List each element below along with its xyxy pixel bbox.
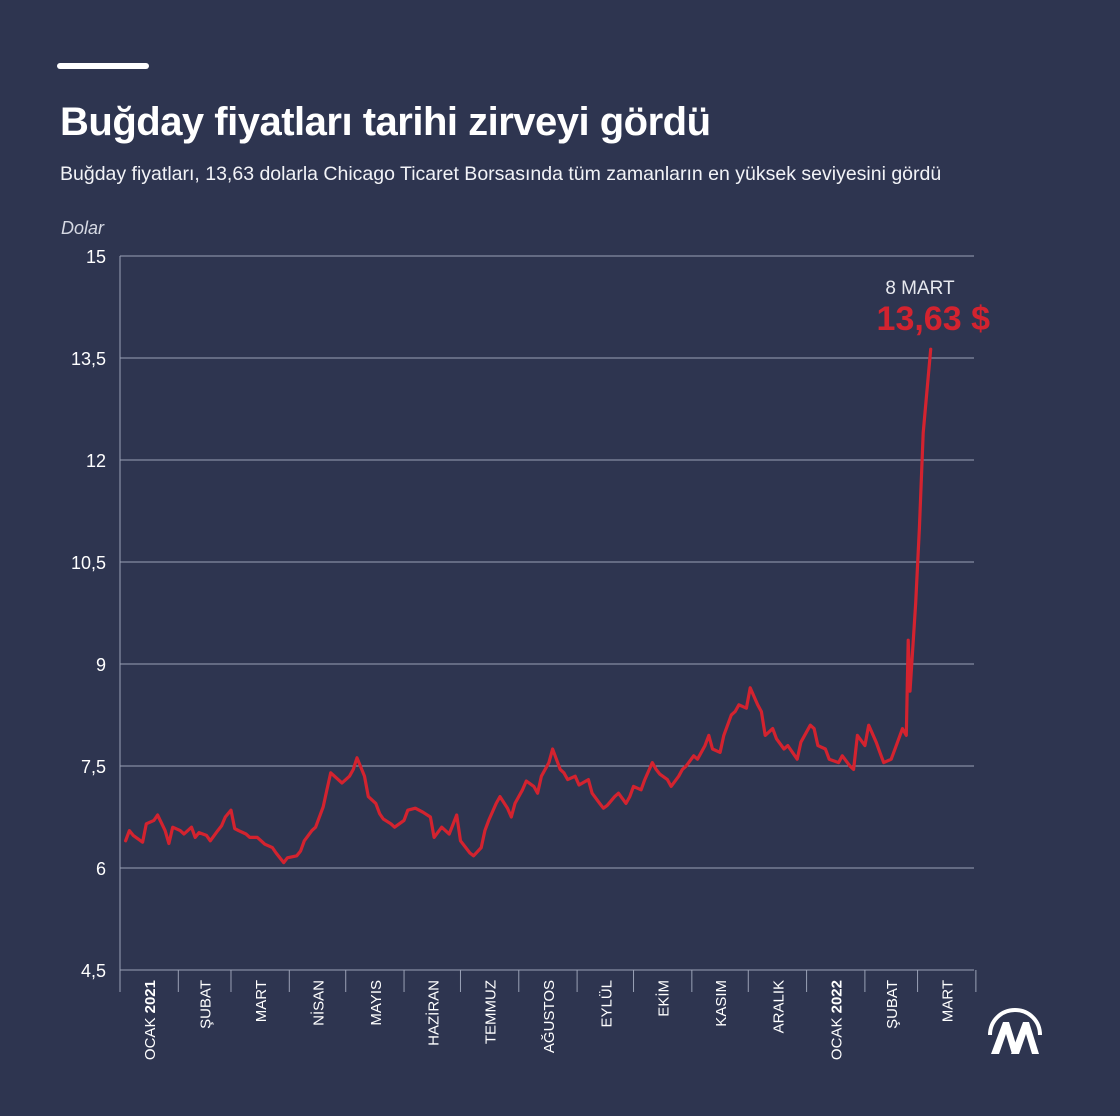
x-tick-label: KASIM: [713, 980, 730, 1027]
y-tick-label: 15: [86, 247, 106, 267]
x-tick-label: ARALIK: [770, 980, 787, 1033]
x-tick-label: HAZİRAN: [424, 980, 442, 1046]
y-axis-title: Dolar: [61, 218, 105, 238]
x-tick-label: MART: [940, 980, 957, 1022]
y-tick-label: 9: [96, 655, 106, 675]
x-tick-label: TEMMUZ: [483, 980, 500, 1044]
page-subtitle: Buğday fiyatları, 13,63 dolarla Chicago …: [60, 163, 942, 185]
y-tick-label: 10,5: [71, 553, 106, 573]
axis-layer: Dolar 4,5 6 7,5 9 10,5 12 13,5 15: [61, 218, 977, 992]
aa-logo-icon: [988, 1008, 1042, 1054]
x-tick-label: MART: [253, 980, 270, 1022]
annotation-date: 8 MART: [885, 278, 955, 299]
header-accent-bar: [57, 63, 149, 69]
series-line: [124, 347, 933, 865]
x-tick-label: ŞUBAT: [884, 980, 901, 1029]
x-tick-label: OCAK 2022: [829, 980, 846, 1060]
x-tick-label: ŞUBAT: [198, 980, 215, 1029]
series-layer: [124, 347, 933, 865]
y-tick-label: 6: [96, 859, 106, 879]
y-tick-label: 7,5: [81, 757, 106, 777]
y-tick-label: 13,5: [71, 349, 106, 369]
x-tick-label: EKİM: [655, 980, 673, 1017]
y-tick-label: 4,5: [81, 961, 106, 981]
grid-layer: [120, 255, 974, 971]
x-tick-label: OCAK 2021: [142, 980, 159, 1060]
x-tick-label: AĞUSTOS: [541, 980, 558, 1053]
x-axis-labels: OCAK 2021 ŞUBAT MART NİSAN MAYIS HAZİRAN TEMMU…: [142, 980, 957, 1060]
x-tick-label: NİSAN: [310, 980, 328, 1026]
y-tick-label: 12: [86, 451, 106, 471]
annotation-value: 13,63 $: [877, 300, 991, 338]
x-tick-label: MAYIS: [368, 980, 385, 1026]
x-tick-label: EYLÜL: [597, 980, 615, 1028]
page-title: Buğday fiyatları tarihi zirveyi gördü: [60, 100, 711, 144]
